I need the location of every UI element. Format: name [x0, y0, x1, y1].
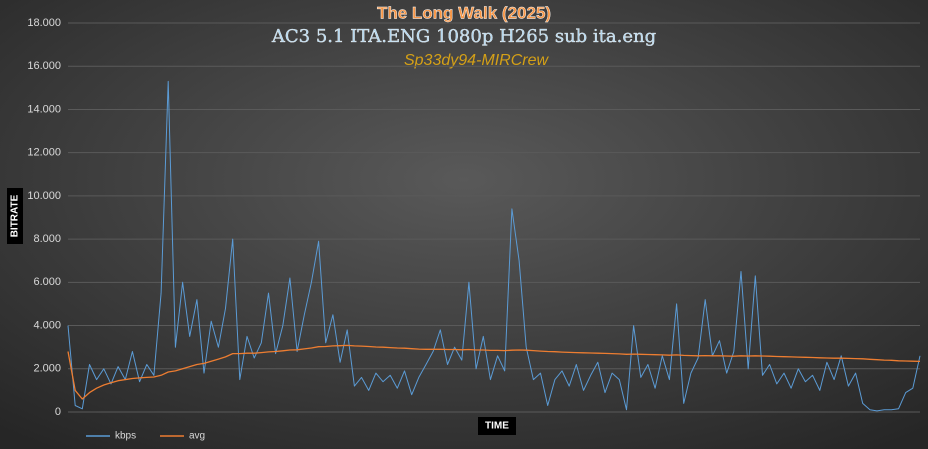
chart-title: The Long Walk (2025) [377, 3, 551, 22]
y-tick-label: 4.000 [33, 319, 61, 331]
y-tick-label: 18.000 [27, 17, 61, 29]
y-tick-label: 6.000 [33, 276, 61, 288]
x-axis-label: TIME [485, 421, 509, 432]
y-tick-label: 10.000 [27, 190, 61, 202]
series-line [67, 80, 921, 412]
y-tick-label: 14.000 [27, 103, 61, 115]
y-tick-label: 0 [55, 406, 61, 418]
series-line [67, 344, 921, 400]
y-axis-label: BITRATE [10, 194, 21, 237]
y-tick-label: 2.000 [33, 363, 61, 375]
y-tick-label: 8.000 [33, 233, 61, 245]
legend-label: avg [189, 431, 205, 442]
chart-subtitle: AC3 5.1 ITA.ENG 1080p H265 sub ita.eng [271, 26, 656, 47]
legend-label: kbps [115, 431, 136, 442]
y-tick-label: 16.000 [27, 60, 61, 72]
x-label-box [478, 417, 516, 435]
chart-credit: Sp33dy94-MIRCrew [404, 52, 550, 69]
y-label-box [7, 188, 23, 244]
y-tick-label: 12.000 [27, 147, 61, 159]
